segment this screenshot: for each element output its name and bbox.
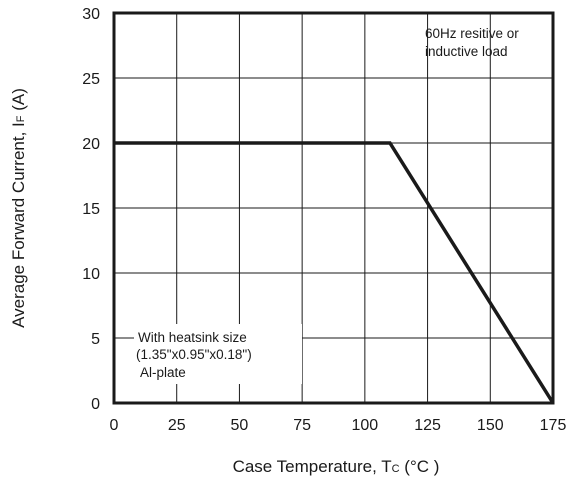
y-tick-label-6: 30 [82,6,100,23]
x-tick-label-1: 25 [168,417,186,434]
y-axis-title-subscript: F [15,115,27,122]
x-tick-label-2: 50 [231,417,249,434]
x-tick-label-5: 125 [414,417,441,434]
x-tick-label-6: 150 [477,417,504,434]
x-tick-label-4: 100 [352,417,379,434]
y-tick-labels: 0 5 10 15 20 25 30 [82,6,100,413]
annotation-heatsink: With heatsink size (1.35"x0.95"x0.18") A… [134,324,302,384]
y-tick-label-3: 15 [82,201,100,218]
x-axis-title-subscript: C [392,463,400,475]
y-axis-title-suffix: (A) [9,88,28,115]
x-axis-title-prefix: Case Temperature, T [233,457,392,476]
annotation-load: 60Hz resitive or inductive load [425,26,519,59]
y-tick-label-4: 20 [82,136,100,153]
y-tick-label-5: 25 [82,71,100,88]
y-tick-label-2: 10 [82,266,100,283]
y-tick-label-0: 0 [91,396,100,413]
x-axis-title: Case Temperature, TC (°C ) [233,457,440,476]
x-axis-title-suffix: (°C ) [400,457,440,476]
y-axis-title-prefix: Average Forward Current, I [9,122,28,328]
annotation-heatsink-line-2: (1.35"x0.95"x0.18") [136,347,252,362]
x-tick-label-7: 175 [540,417,567,434]
x-tick-labels: 0 25 50 75 100 125 150 175 [110,417,567,434]
x-tick-label-3: 75 [293,417,311,434]
annotation-heatsink-line-3: Al-plate [140,365,186,380]
plot-frame [112,11,555,405]
x-tick-label-0: 0 [110,417,119,434]
annotation-load-line-2: inductive load [425,44,508,59]
y-axis-title: Average Forward Current, IF (A) [9,88,28,328]
annotation-heatsink-bg [134,324,302,384]
annotation-heatsink-line-1: With heatsink size [138,330,247,345]
series-group [114,141,555,404]
y-tick-label-1: 5 [91,331,100,348]
series-line-0 [114,141,555,404]
annotation-load-line-1: 60Hz resitive or [425,26,519,41]
